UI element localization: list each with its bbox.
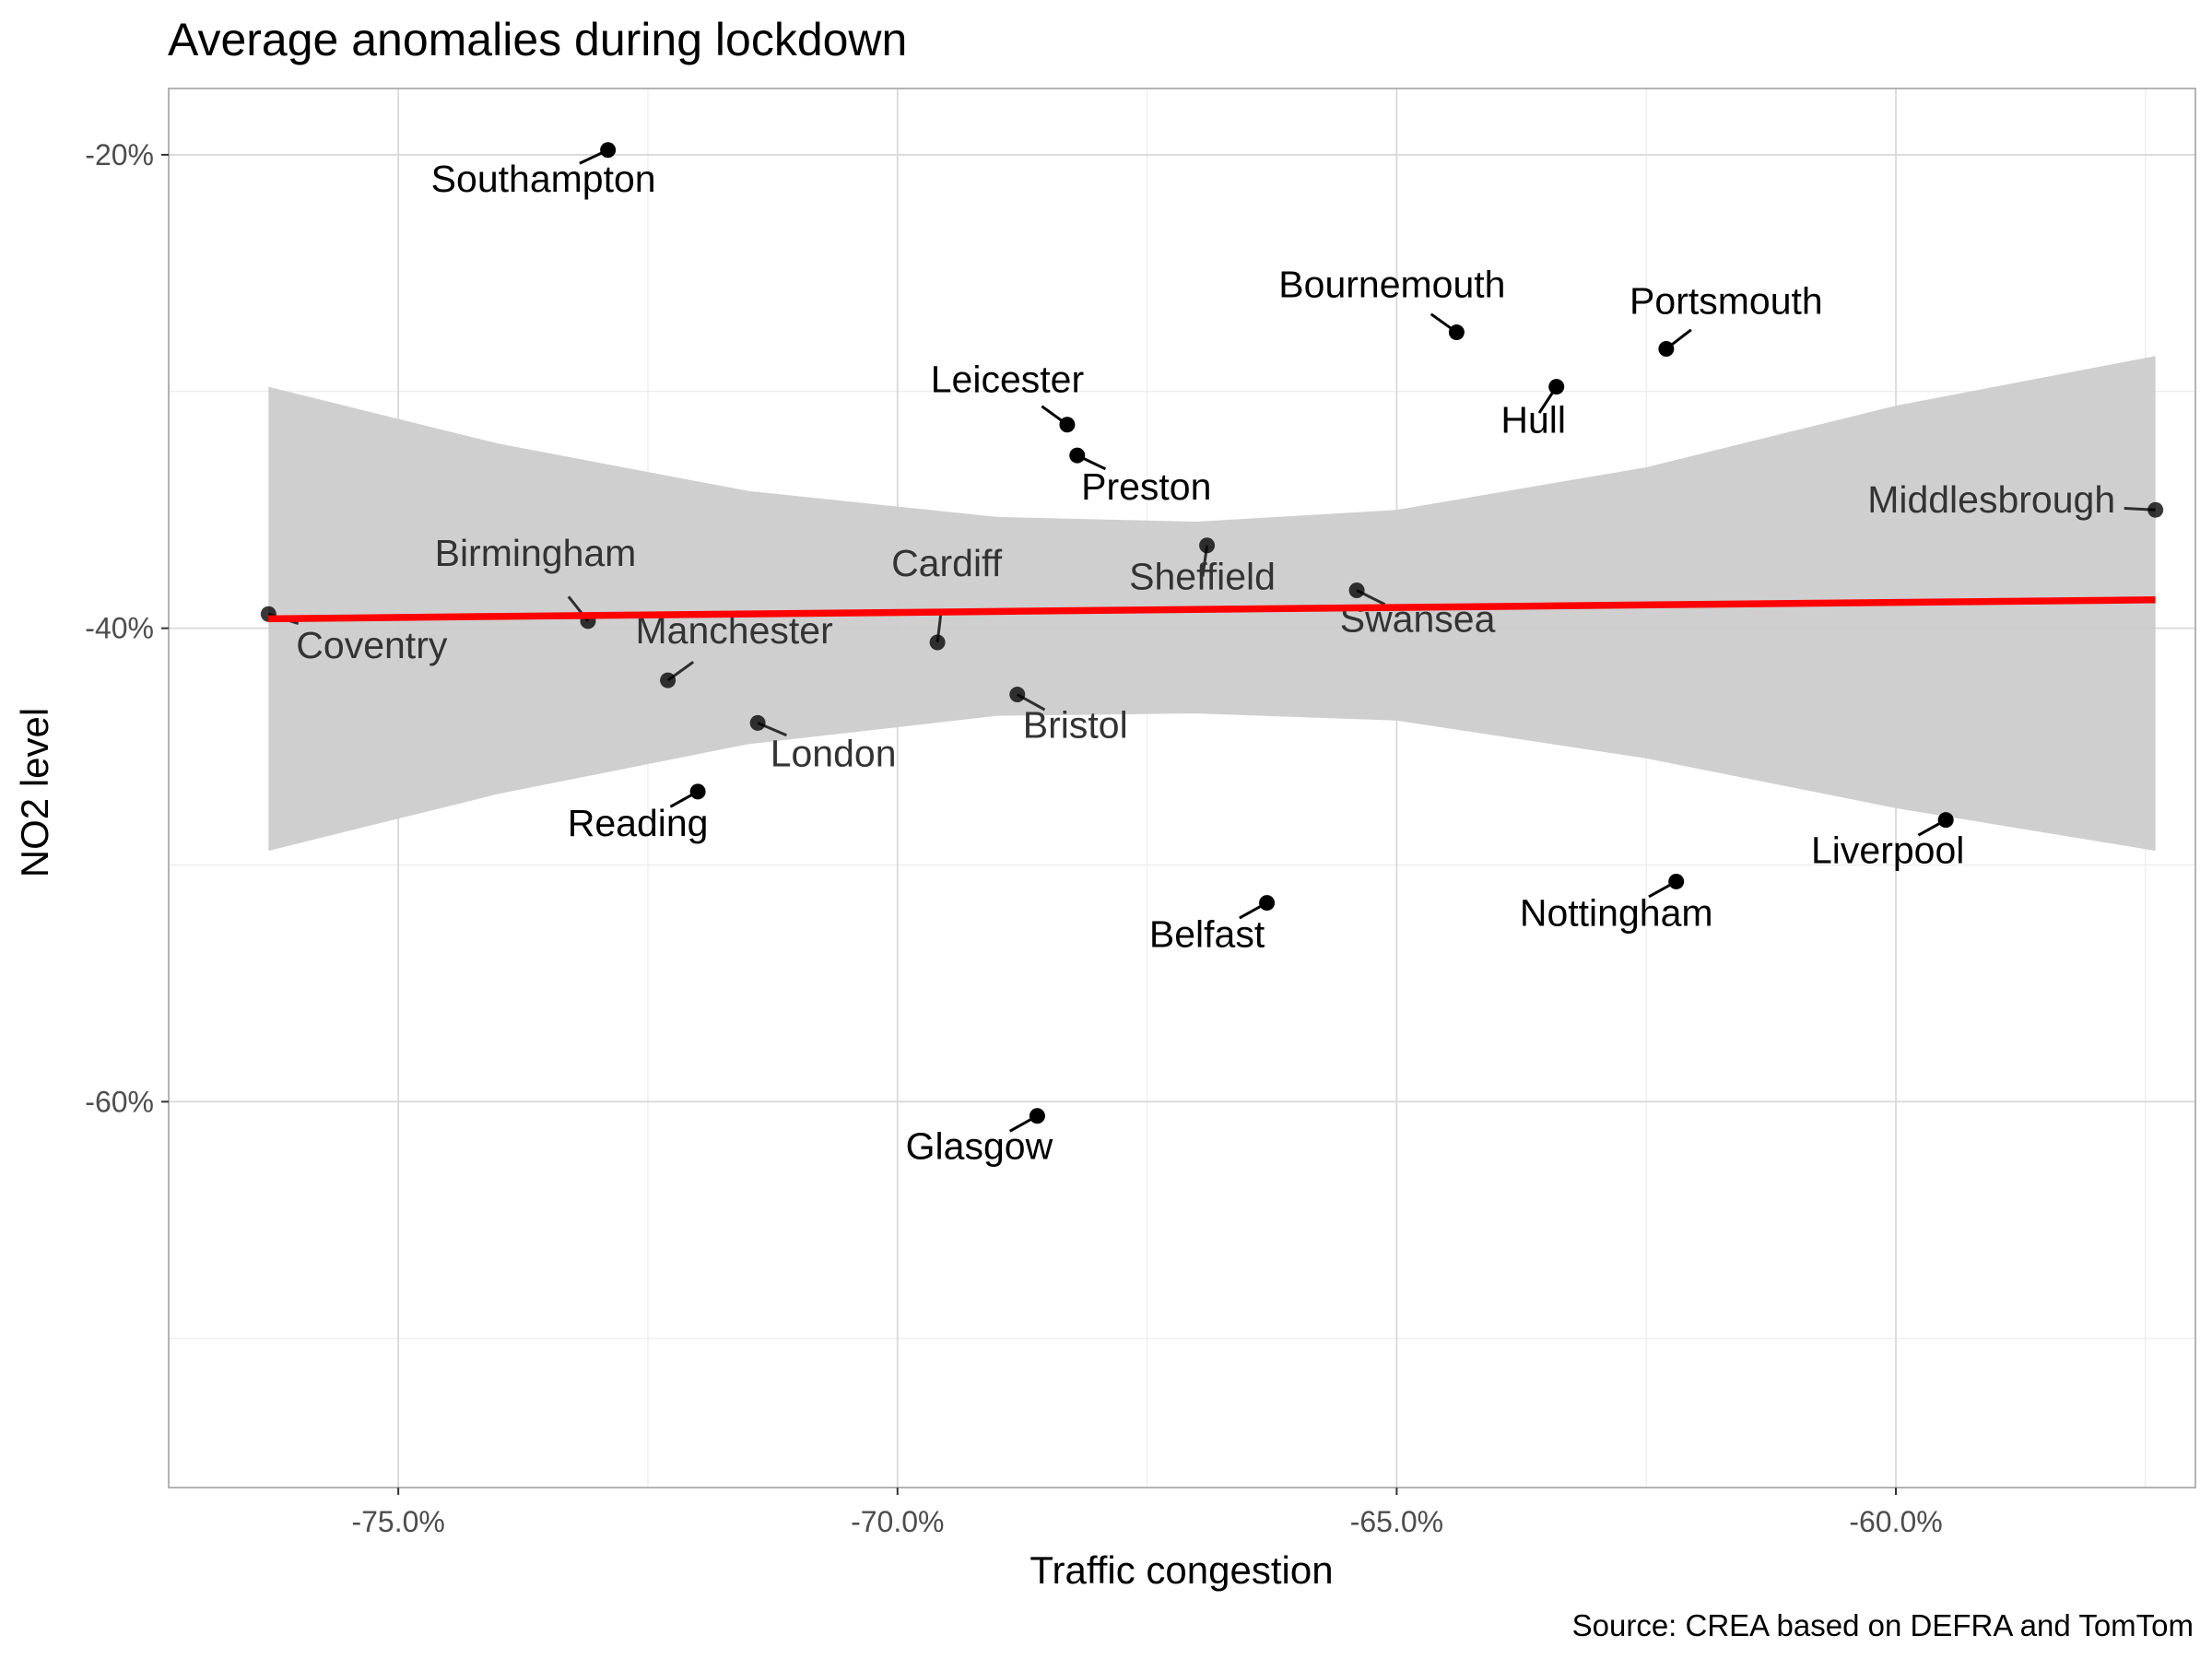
data-point bbox=[2147, 501, 2164, 518]
point-label: Sheffield bbox=[1129, 556, 1276, 598]
data-point bbox=[1937, 812, 1954, 829]
data-point bbox=[660, 672, 677, 688]
point-label: Bournemouth bbox=[1278, 264, 1505, 306]
data-point bbox=[1259, 895, 1276, 912]
x-tick-label: -65.0% bbox=[1350, 1505, 1443, 1538]
plot-area: Southampton Bournemouth Portsmouth Hull Leic… bbox=[85, 88, 2196, 1538]
point-label: Hull bbox=[1500, 399, 1566, 441]
point-label: Leicester bbox=[931, 359, 1084, 401]
point-label: Belfast bbox=[1149, 913, 1265, 956]
point-label: Birmingham bbox=[435, 532, 637, 574]
x-tick-label: -75.0% bbox=[351, 1505, 444, 1538]
y-tick-label: -20% bbox=[85, 138, 154, 171]
data-point bbox=[1658, 341, 1675, 358]
data-point bbox=[1009, 687, 1026, 703]
data-point bbox=[1668, 873, 1685, 889]
data-point bbox=[689, 783, 706, 800]
data-point bbox=[1029, 1108, 1045, 1124]
point-label: Portsmouth bbox=[1630, 280, 1823, 323]
chart-caption: Source: CREA based on DEFRA and TomTom bbox=[1572, 1608, 2194, 1642]
fit-line bbox=[268, 596, 2156, 623]
point-label: Cardiff bbox=[891, 542, 1003, 584]
point-label: Southampton bbox=[431, 158, 656, 200]
point-label: Reading bbox=[568, 802, 709, 844]
data-point bbox=[1069, 447, 1086, 464]
point-label: Glasgow bbox=[906, 1125, 1053, 1168]
data-point bbox=[1059, 417, 1076, 433]
point-label: Bristol bbox=[1023, 704, 1128, 747]
x-tick-label: -60.0% bbox=[1849, 1505, 1942, 1538]
confidence-band bbox=[268, 356, 2156, 852]
data-point bbox=[1548, 379, 1565, 395]
point-label: Liverpool bbox=[1811, 830, 1964, 872]
data-point bbox=[749, 714, 766, 731]
data-point bbox=[1348, 582, 1365, 599]
data-point bbox=[929, 634, 946, 651]
point-label: Preston bbox=[1081, 465, 1211, 508]
panel-border bbox=[168, 88, 2196, 1488]
data-point bbox=[600, 142, 617, 159]
point-label: Nottingham bbox=[1520, 891, 1713, 934]
point-label: Middlesbrough bbox=[1867, 478, 2115, 521]
x-tick-label: -70.0% bbox=[851, 1505, 944, 1538]
chart-title: Average anomalies during lockdown bbox=[168, 14, 907, 65]
data-point bbox=[1199, 537, 1216, 554]
point-label: London bbox=[771, 732, 897, 774]
y-tick-label: -40% bbox=[85, 612, 154, 645]
y-tick-label: -60% bbox=[85, 1085, 154, 1118]
point-label: Coventry bbox=[296, 624, 448, 666]
data-point bbox=[1448, 324, 1465, 341]
x-axis-title: Traffic congestion bbox=[1030, 1548, 1333, 1592]
y-axis-title: NO2 level bbox=[13, 708, 56, 877]
